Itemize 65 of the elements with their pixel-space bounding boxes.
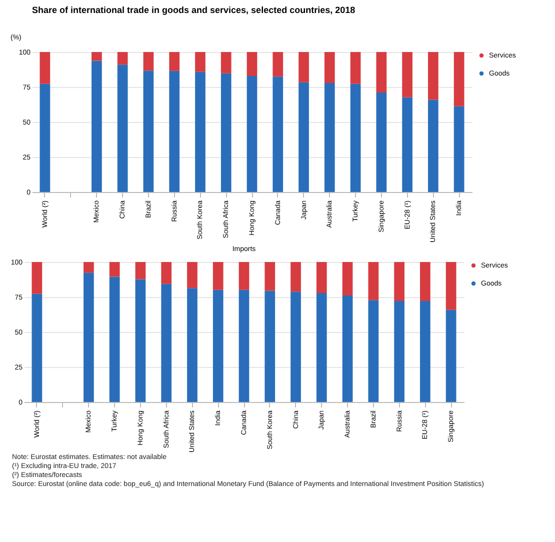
bar bbox=[143, 52, 154, 71]
bar bbox=[316, 292, 327, 402]
bar bbox=[161, 284, 172, 402]
bar bbox=[169, 70, 180, 192]
bar bbox=[316, 262, 327, 293]
bar bbox=[40, 52, 50, 84]
bar bbox=[264, 262, 276, 291]
bar bbox=[238, 262, 250, 290]
bar bbox=[117, 52, 128, 65]
bar bbox=[342, 295, 353, 402]
bar bbox=[187, 262, 198, 288]
bar bbox=[290, 262, 301, 292]
bar bbox=[272, 52, 284, 77]
bar bbox=[420, 301, 430, 402]
bar bbox=[143, 70, 154, 192]
bar bbox=[246, 76, 258, 192]
bar bbox=[109, 262, 120, 277]
bar bbox=[84, 262, 94, 273]
bar bbox=[238, 290, 250, 402]
bar bbox=[324, 82, 335, 192]
bar bbox=[220, 73, 232, 192]
bar bbox=[187, 288, 198, 402]
bar bbox=[161, 262, 172, 284]
bar bbox=[454, 106, 464, 192]
bar bbox=[272, 76, 284, 192]
bar bbox=[135, 262, 146, 280]
bar bbox=[368, 300, 379, 402]
bar bbox=[32, 262, 42, 294]
bar bbox=[109, 276, 120, 402]
bar bbox=[298, 52, 309, 82]
bar bbox=[40, 84, 50, 192]
bar bbox=[264, 290, 276, 402]
bar bbox=[350, 52, 361, 84]
bar bbox=[420, 262, 430, 302]
bar bbox=[195, 52, 206, 72]
bar bbox=[220, 52, 232, 74]
bar bbox=[84, 272, 94, 402]
bar bbox=[32, 294, 42, 402]
bar bbox=[195, 72, 206, 192]
bar bbox=[350, 84, 361, 192]
bar bbox=[368, 262, 379, 300]
bar bbox=[92, 60, 102, 192]
bar bbox=[298, 82, 309, 192]
bar bbox=[454, 52, 464, 106]
bar bbox=[402, 97, 412, 192]
bar bbox=[135, 279, 146, 402]
bar bbox=[290, 292, 301, 402]
bar bbox=[246, 52, 258, 76]
bar bbox=[169, 52, 180, 71]
bar bbox=[212, 262, 224, 290]
bar bbox=[394, 301, 404, 402]
chart-title: Share of international trade in goods and services, selected countries, 2018 bbox=[32, 5, 356, 15]
bar bbox=[376, 52, 387, 92]
bar bbox=[428, 100, 438, 192]
bar bbox=[428, 52, 438, 100]
bar bbox=[394, 262, 404, 302]
bar bbox=[212, 290, 224, 402]
bar bbox=[324, 52, 335, 83]
bar bbox=[446, 310, 456, 402]
bar bbox=[342, 262, 353, 296]
bar bbox=[92, 52, 102, 61]
bar bbox=[376, 92, 387, 192]
bar bbox=[402, 52, 412, 98]
bar bbox=[446, 262, 456, 310]
bar bbox=[117, 64, 128, 192]
